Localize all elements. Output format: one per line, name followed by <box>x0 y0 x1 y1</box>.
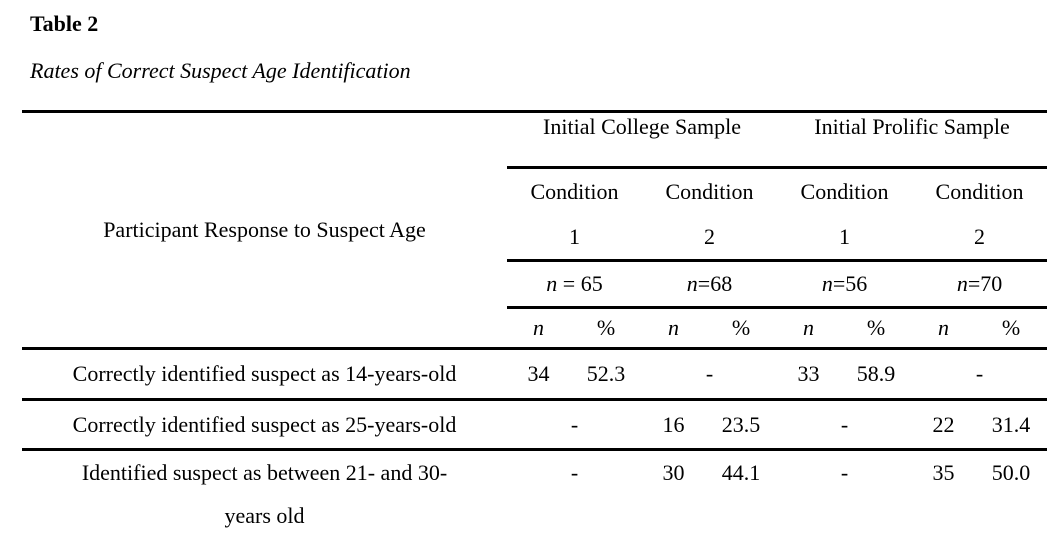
condition-number: 1 <box>507 214 642 259</box>
pct-head-cell: % <box>705 308 777 349</box>
condition-header-cell: Condition 1 <box>507 168 642 261</box>
prolific-sample-header: Initial Prolific Sample <box>777 112 1047 168</box>
condition-word: Condition <box>642 169 777 214</box>
dash-cell: - <box>777 400 912 450</box>
sample-size-cell: n=70 <box>912 261 1047 308</box>
n-head-cell: n <box>642 308 705 349</box>
value-cell-n: 35 <box>912 450 975 546</box>
condition-header-cell: Condition 2 <box>642 168 777 261</box>
pct-head-cell: % <box>975 308 1047 349</box>
condition-word: Condition <box>507 169 642 214</box>
row-label-cell: Correctly identified suspect as 14-years… <box>22 349 507 400</box>
dash-cell: - <box>507 450 642 546</box>
row-label-cell: Identified suspect as between 21- and 30… <box>22 450 507 546</box>
n-symbol: n <box>687 271 698 296</box>
dash-cell: - <box>912 349 1047 400</box>
condition-number: 2 <box>912 214 1047 259</box>
n-value: =70 <box>968 271 1002 296</box>
dash-cell: - <box>642 349 777 400</box>
condition-number: 1 <box>777 214 912 259</box>
pct-head-cell: % <box>840 308 912 349</box>
table-row: Correctly identified suspect as 25-years… <box>22 400 1047 450</box>
value-cell-pct: 50.0 <box>975 450 1047 546</box>
row-label-cell: Correctly identified suspect as 25-years… <box>22 400 507 450</box>
row-label-line: years old <box>22 494 507 537</box>
n-symbol: n <box>546 271 557 296</box>
condition-number: 2 <box>642 214 777 259</box>
n-symbol: n <box>957 271 968 296</box>
n-head-cell: n <box>912 308 975 349</box>
value-cell-n: 16 <box>642 400 705 450</box>
table-row: Identified suspect as between 21- and 30… <box>22 450 1047 546</box>
value-cell-n: 34 <box>507 349 570 400</box>
condition-word: Condition <box>777 169 912 214</box>
n-value: =68 <box>698 271 732 296</box>
row-label-line: Identified suspect as between 21- and 30… <box>22 451 507 494</box>
sample-size-cell: n=56 <box>777 261 912 308</box>
value-cell-pct: 44.1 <box>705 450 777 546</box>
value-cell-n: 22 <box>912 400 975 450</box>
n-value: =56 <box>833 271 867 296</box>
dash-cell: - <box>777 450 912 546</box>
sample-size-cell: n = 65 <box>507 261 642 308</box>
stub-header-cell: Participant Response to Suspect Age <box>22 112 507 349</box>
dash-cell: - <box>507 400 642 450</box>
value-cell-n: 30 <box>642 450 705 546</box>
n-symbol: n <box>822 271 833 296</box>
sample-size-cell: n=68 <box>642 261 777 308</box>
table-row: Correctly identified suspect as 14-years… <box>22 349 1047 400</box>
condition-word: Condition <box>912 169 1047 214</box>
pct-head-cell: % <box>570 308 642 349</box>
condition-header-cell: Condition 2 <box>912 168 1047 261</box>
value-cell-n: 33 <box>777 349 840 400</box>
value-cell-pct: 23.5 <box>705 400 777 450</box>
value-cell-pct: 52.3 <box>570 349 642 400</box>
n-head-cell: n <box>777 308 840 349</box>
n-head-cell: n <box>507 308 570 349</box>
college-sample-header: Initial College Sample <box>507 112 777 168</box>
sample-header-row: Participant Response to Suspect Age Init… <box>22 112 1047 168</box>
data-table: Participant Response to Suspect Age Init… <box>22 110 1047 546</box>
value-cell-pct: 58.9 <box>840 349 912 400</box>
table-number: Table 2 <box>30 10 98 38</box>
table-title: Rates of Correct Suspect Age Identificat… <box>30 57 411 85</box>
condition-header-cell: Condition 1 <box>777 168 912 261</box>
n-value: = 65 <box>557 271 602 296</box>
value-cell-pct: 31.4 <box>975 400 1047 450</box>
